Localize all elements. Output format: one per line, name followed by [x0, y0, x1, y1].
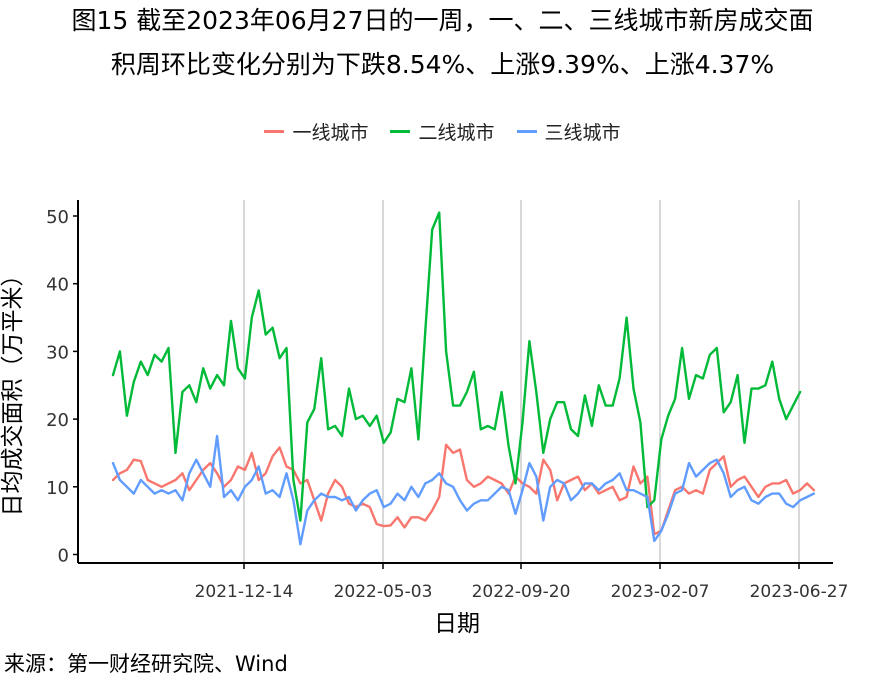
x-tick-label: 2022-09-20	[472, 582, 571, 602]
source-note: 来源：第一财经研究院、Wind	[4, 652, 288, 676]
y-tick-label: 40	[46, 275, 69, 296]
legend-item-tier1: 一线城市	[264, 118, 368, 145]
legend-key-tier1	[264, 130, 285, 133]
gridlines	[243, 200, 800, 563]
legend: 一线城市 二线城市 三线城市	[0, 118, 885, 145]
series-line-1	[111, 443, 816, 536]
x-tick-label: 2023-06-27	[750, 582, 849, 602]
y-axis-title: 日均成交面积（万平米）	[0, 264, 26, 517]
x-tick-label: 2022-05-03	[334, 582, 433, 602]
y-tick-label: 10	[46, 478, 69, 499]
series-line-3	[111, 434, 816, 546]
x-tick-label: 2023-02-07	[611, 582, 710, 602]
series-lines	[111, 211, 816, 546]
y-tick-label: 50	[46, 207, 69, 228]
chart-title-line-1: 图15 截至2023年06月27日的一周，一、二、三线城市新房成交面	[71, 6, 814, 35]
legend-item-tier2: 二线城市	[390, 118, 495, 145]
x-axis-title: 日期	[434, 611, 480, 637]
series-line-2	[111, 211, 802, 522]
legend-label-tier2: 二线城市	[418, 122, 495, 144]
legend-label-tier3: 三线城市	[544, 122, 621, 144]
y-tick-label: 20	[46, 410, 69, 431]
legend-key-tier2	[390, 130, 411, 133]
x-tick-label: 2021-12-14	[195, 582, 294, 602]
legend-label-tier1: 一线城市	[292, 122, 369, 144]
legend-item-tier3: 三线城市	[516, 118, 621, 145]
chart-title-line-2: 积周环比变化分别为下跌8.54%、上涨9.39%、上涨4.37%	[110, 50, 775, 79]
y-tick-label: 30	[46, 342, 69, 363]
axes: 0 10 20 30 40 50 2021-12-14 2022-05-03 2022-09-2…	[46, 200, 848, 602]
legend-key-tier3	[516, 130, 537, 133]
y-tick-label: 0	[58, 546, 69, 567]
